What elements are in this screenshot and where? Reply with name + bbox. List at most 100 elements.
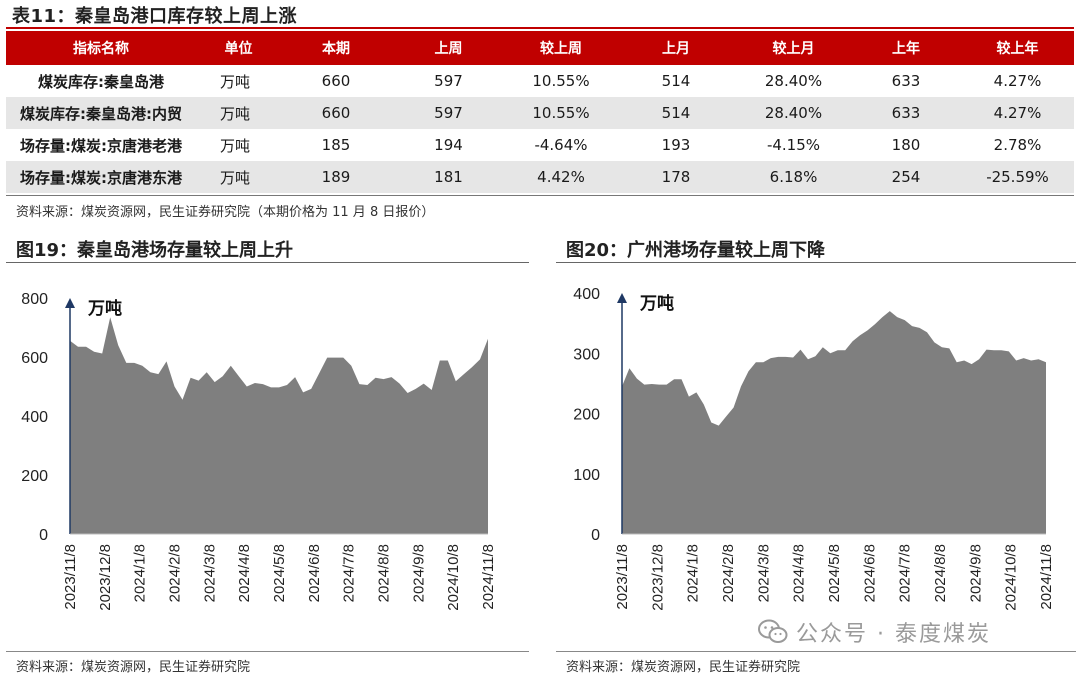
y-axis-arrow — [617, 293, 627, 303]
table-row: 场存量:煤炭:京唐港老港 万吨 185 194 -4.64% 193 -4.15… — [6, 129, 1074, 161]
col-header-name: 指标名称 — [6, 31, 196, 65]
cell-last-month: 514 — [616, 97, 736, 129]
fig20-bottom-rule — [556, 651, 1076, 652]
x-tick-label: 2023/11/8 — [614, 544, 631, 610]
cell-mom: 28.40% — [764, 72, 823, 90]
cell-mom: 28.40% — [736, 97, 851, 129]
x-tick-label: 2024/3/8 — [201, 544, 218, 602]
x-tick-label: 2024/11/8 — [1038, 544, 1055, 610]
y-tick-label: 600 — [21, 350, 48, 367]
fig20-title-rule — [556, 262, 1076, 263]
x-tick-label: 2024/9/8 — [967, 544, 984, 602]
col-header-yoy: 较上年 — [961, 31, 1074, 65]
x-tick-label: 2024/8/8 — [932, 544, 949, 602]
y-tick-label: 400 — [21, 409, 48, 426]
y-tick-label: 0 — [39, 527, 48, 544]
cell-last-week: 597 — [391, 97, 506, 129]
inventory-table: 指标名称 单位 本期 上周 较上周 上月 较上月 上年 较上年 煤炭库存:秦皇岛… — [6, 31, 1074, 193]
x-tick-label: 2023/12/8 — [649, 544, 666, 611]
table-row: 场存量:煤炭:京唐港东港 万吨 189 181 4.42% 178 6.18% … — [6, 161, 1074, 193]
cell-mom: -4.15% — [766, 136, 821, 154]
col-header-mom: 较上月 — [736, 31, 851, 65]
cell-name: 场存量:煤炭:京唐港东港 — [6, 161, 196, 193]
col-header-last-week: 上周 — [391, 31, 506, 65]
cell-wow: -4.64% — [534, 136, 588, 154]
cell-unit: 万吨 — [196, 97, 281, 129]
cell-current: 660 — [321, 72, 351, 90]
cell-name: 煤炭库存:秦皇岛港 — [38, 72, 164, 91]
fig20-title: 图20：广州港场存量较上周下降 — [566, 240, 826, 261]
fig20-source-note: 资料来源：煤炭资源网，民生证券研究院 — [566, 660, 801, 675]
cell-last-year: 633 — [891, 72, 921, 90]
x-tick-label: 2024/7/8 — [897, 544, 914, 602]
area-series — [622, 311, 1046, 534]
table-header-row: 指标名称 单位 本期 上周 较上周 上月 较上月 上年 较上年 — [6, 31, 1074, 65]
x-tick-label: 2024/6/8 — [306, 544, 323, 602]
y-unit-label: 万吨 — [87, 298, 122, 319]
cell-last-year: 254 — [851, 161, 961, 193]
col-header-wow: 较上周 — [506, 31, 616, 65]
y-tick-label: 400 — [573, 286, 600, 303]
cell-yoy: 2.78% — [993, 136, 1042, 154]
y-tick-label: 100 — [573, 467, 600, 484]
cell-unit: 万吨 — [220, 72, 251, 91]
x-tick-label: 2024/10/8 — [445, 544, 462, 611]
y-axis-arrow — [65, 298, 75, 308]
x-tick-label: 2024/7/8 — [341, 544, 358, 602]
cell-last-month: 514 — [661, 72, 691, 90]
fig19-bottom-rule — [6, 651, 529, 652]
cell-mom: 6.18% — [736, 161, 851, 193]
table-source-note: 资料来源：煤炭资源网，民生证券研究院（本期价格为 11 月 8 日报价） — [16, 205, 435, 220]
cell-yoy: -25.59% — [961, 161, 1074, 193]
cell-yoy: 4.27% — [993, 72, 1042, 90]
x-tick-label: 2024/9/8 — [410, 544, 427, 602]
x-tick-label: 2024/10/8 — [1003, 544, 1020, 611]
x-tick-label: 2024/1/8 — [685, 544, 702, 602]
y-tick-label: 200 — [573, 407, 600, 424]
cell-wow: 10.55% — [532, 72, 590, 90]
col-header-current: 本期 — [281, 31, 391, 65]
fig20-chart: 0 100 200 300 400 万吨 2023/11/8 2023/12/8 2024/1/… — [573, 286, 1055, 611]
fig19-title: 图19：秦皇岛港场存量较上周上升 — [16, 240, 294, 261]
y-tick-label: 300 — [573, 346, 600, 363]
cell-unit: 万吨 — [220, 136, 251, 155]
fig19-chart: 0 200 400 600 800 万吨 2023/11/8 2023/12/8 2024/1/… — [21, 291, 497, 611]
table-row: 煤炭库存:秦皇岛港:内贸 万吨 660 597 10.55% 514 28.40… — [6, 97, 1074, 129]
fig19-source-note: 资料来源：煤炭资源网，民生证券研究院 — [16, 660, 251, 675]
x-tick-label: 2024/6/8 — [861, 544, 878, 602]
watermark-text: 公众号 · 泰度煤炭 — [796, 622, 991, 647]
y-tick-label: 200 — [21, 468, 48, 485]
table-top-rule — [6, 27, 1074, 29]
cell-wow: 10.55% — [506, 97, 616, 129]
cell-current: 185 — [321, 136, 351, 154]
cell-wow: 4.42% — [506, 161, 616, 193]
table-row: 煤炭库存:秦皇岛港 万吨 660 597 10.55% 514 28.40% 6… — [6, 65, 1074, 97]
x-tick-label: 2024/4/8 — [236, 544, 253, 602]
cell-last-year: 633 — [851, 97, 961, 129]
cell-yoy: 4.27% — [961, 97, 1074, 129]
table-bottom-rule — [6, 195, 1074, 196]
y-unit-label: 万吨 — [639, 293, 674, 314]
x-tick-label: 2024/3/8 — [755, 544, 772, 602]
col-header-last-year: 上年 — [851, 31, 961, 65]
cell-last-year: 180 — [891, 136, 921, 154]
y-tick-label: 800 — [21, 291, 48, 308]
x-tick-label: 2024/11/8 — [480, 544, 497, 610]
col-header-last-month: 上月 — [616, 31, 736, 65]
cell-unit: 万吨 — [196, 161, 281, 193]
x-tick-label: 2024/8/8 — [376, 544, 393, 602]
cell-last-week: 194 — [434, 136, 463, 154]
x-tick-label: 2024/5/8 — [826, 544, 843, 602]
cell-last-week: 181 — [391, 161, 506, 193]
area-series — [70, 317, 488, 534]
cell-last-month: 193 — [661, 136, 691, 154]
cell-current: 189 — [281, 161, 391, 193]
cell-name: 场存量:煤炭:京唐港老港 — [20, 136, 182, 155]
watermark: 公众号 · 泰度煤炭 — [758, 616, 991, 648]
x-tick-label: 2024/2/8 — [167, 544, 184, 602]
cell-last-week: 597 — [434, 72, 463, 90]
x-tick-label: 2024/5/8 — [271, 544, 288, 602]
x-tick-label: 2024/2/8 — [720, 544, 737, 602]
table-title: 表11：秦皇岛港口库存较上周上涨 — [12, 6, 298, 27]
x-tick-label: 2024/1/8 — [132, 544, 149, 602]
